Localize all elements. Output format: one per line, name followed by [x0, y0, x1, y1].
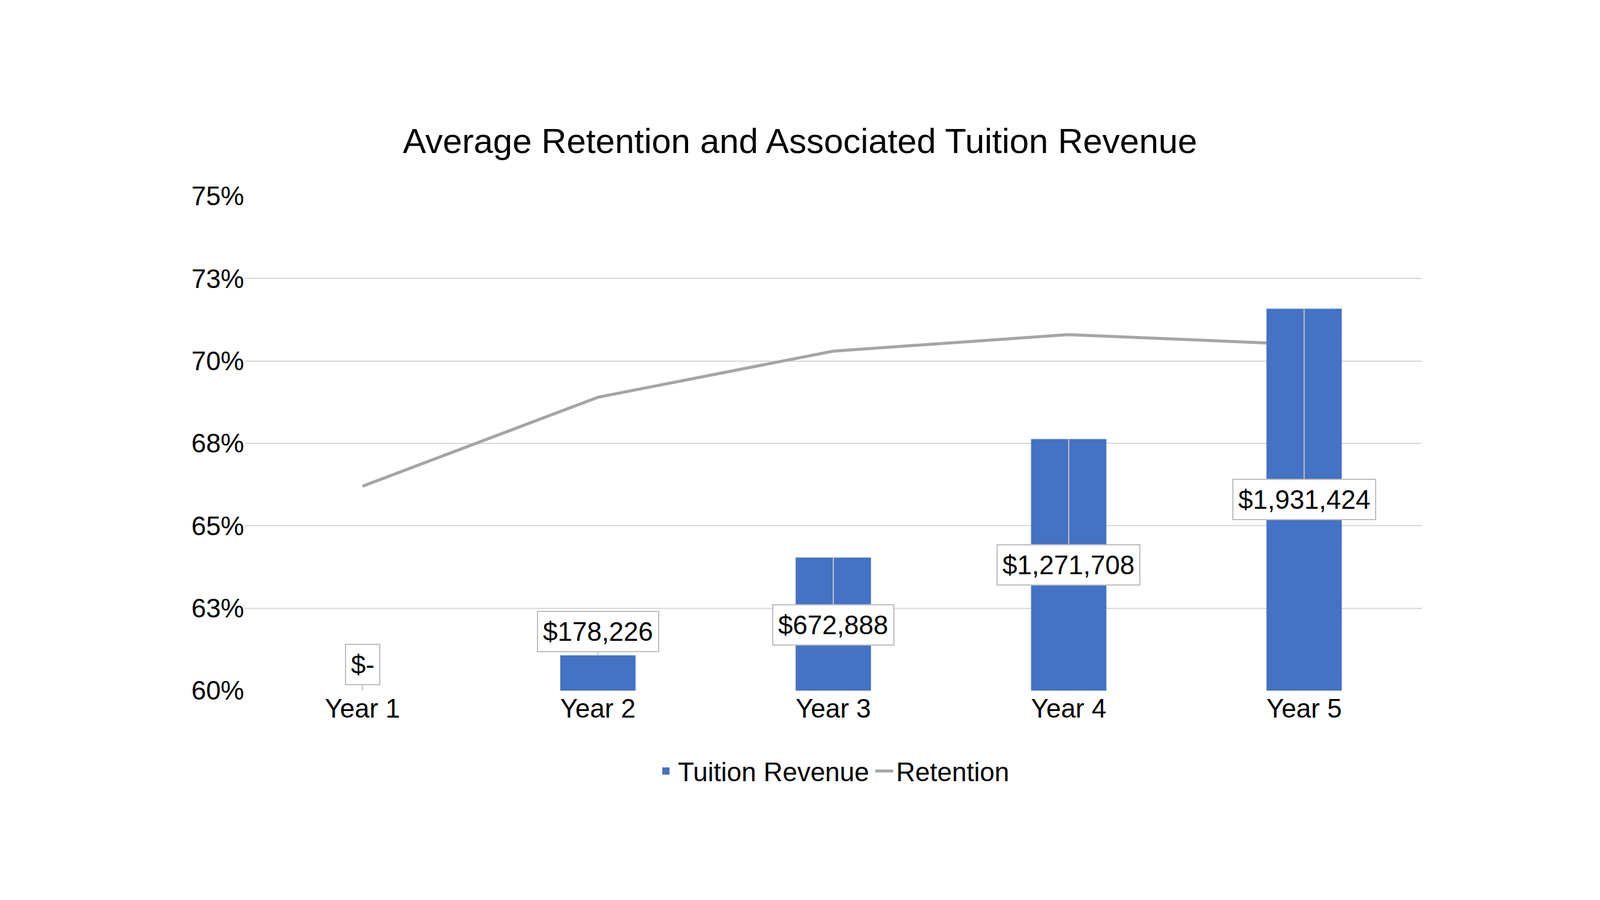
svg-text:73%: 73%: [191, 263, 245, 294]
svg-text:Year 2: Year 2: [560, 693, 636, 723]
svg-text:65%: 65%: [191, 511, 245, 541]
svg-text:Year 4: Year 4: [1031, 693, 1107, 723]
svg-text:60%: 60%: [191, 675, 245, 705]
svg-text:Tuition Revenue: Tuition Revenue: [677, 757, 870, 787]
svg-text:75%: 75%: [191, 181, 245, 211]
svg-text:70%: 70%: [191, 346, 245, 376]
svg-text:Year 3: Year 3: [795, 693, 872, 723]
svg-text:$178,226: $178,226: [542, 616, 654, 647]
svg-text:$1,931,424: $1,931,424: [1238, 484, 1371, 515]
svg-text:Year 1: Year 1: [324, 693, 401, 723]
svg-text:63%: 63%: [191, 593, 245, 623]
svg-text:$672,888: $672,888: [778, 610, 889, 640]
svg-text:$1,271,708: $1,271,708: [1002, 550, 1135, 580]
svg-text:$-: $-: [350, 649, 375, 680]
svg-text:Average Retention and Associat: Average Retention and Associated Tuition…: [402, 121, 1197, 161]
svg-text:Year 5: Year 5: [1266, 693, 1343, 723]
svg-text:Retention: Retention: [896, 757, 1010, 787]
svg-text:68%: 68%: [191, 428, 245, 458]
